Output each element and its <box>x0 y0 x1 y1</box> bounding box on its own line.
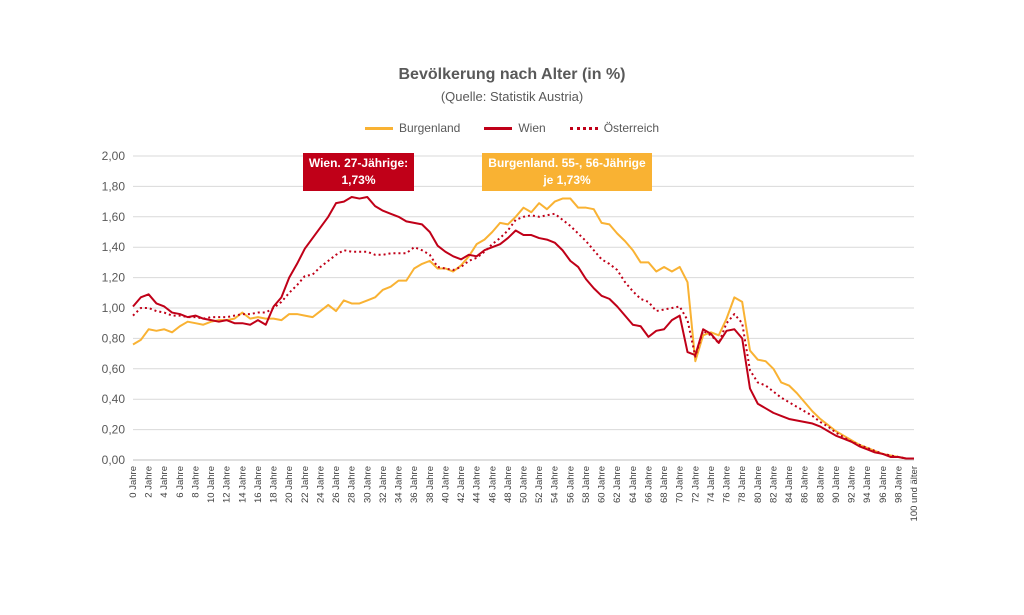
x-tick-label: 76 Jahre <box>722 466 733 503</box>
x-tick-label: 66 Jahre <box>643 466 654 503</box>
y-tick-label: 1,80 <box>102 179 126 193</box>
x-tick-label: 48 Jahre <box>503 466 514 503</box>
x-tick-label: 44 Jahre <box>472 466 483 503</box>
x-tick-label: 40 Jahre <box>440 466 451 503</box>
series-line-oesterreich <box>132 212 914 460</box>
x-tick-label: 58 Jahre <box>581 466 592 503</box>
x-tick-label: 46 Jahre <box>487 466 498 503</box>
x-tick-label: 34 Jahre <box>394 466 405 503</box>
x-tick-label: 10 Jahre <box>206 466 217 503</box>
x-tick-label: 78 Jahre <box>737 466 748 503</box>
x-tick-label: 18 Jahre <box>269 466 280 503</box>
y-tick-label: 1,20 <box>102 271 126 285</box>
x-tick-label: 80 Jahre <box>753 466 764 503</box>
legend-label-oesterreich: Österreich <box>603 121 660 135</box>
x-tick-label: 50 Jahre <box>519 466 530 503</box>
x-tick-label: 68 Jahre <box>659 466 670 503</box>
y-tick-label: 0,60 <box>102 362 126 376</box>
legend-label-burgenland: Burgenland <box>398 121 461 135</box>
x-tick-label: 6 Jahre <box>175 466 186 498</box>
annotation-burgenland-line1: Burgenland. 55-, 56-Jährige <box>488 156 646 170</box>
x-tick-label: 100 und älter <box>909 466 920 521</box>
x-tick-label: 90 Jahre <box>831 466 842 503</box>
x-tick-label: 94 Jahre <box>862 466 873 503</box>
x-tick-label: 32 Jahre <box>378 466 389 503</box>
grid-lines <box>133 155 914 461</box>
x-tick-label: 20 Jahre <box>284 466 295 503</box>
y-tick-label: 0,80 <box>102 331 126 345</box>
x-tick-label: 12 Jahre <box>222 466 233 503</box>
x-tick-label: 52 Jahre <box>534 466 545 503</box>
legend-swatch-burgenland <box>364 126 393 130</box>
legend-swatch-oesterreich <box>569 126 598 130</box>
legend-item-wien: Wien <box>484 121 546 135</box>
x-tick-label: 84 Jahre <box>784 466 795 503</box>
x-tick-label: 36 Jahre <box>409 466 420 503</box>
x-tick-label: 88 Jahre <box>815 466 826 503</box>
x-tick-label: 4 Jahre <box>159 466 170 498</box>
y-tick-label: 0,00 <box>102 453 126 467</box>
series-line-burgenland <box>132 197 914 460</box>
annotation-wien: Wien. 27-Jährige: 1,73% <box>303 153 414 191</box>
y-tick-label: 1,00 <box>102 301 126 315</box>
annotation-wien-line2: 1,73% <box>341 173 376 187</box>
legend-item-oesterreich: Österreich <box>569 121 660 135</box>
y-tick-label: 0,20 <box>102 423 126 437</box>
x-tick-label: 74 Jahre <box>706 466 717 503</box>
x-tick-label: 24 Jahre <box>315 466 326 503</box>
y-tick-label: 1,40 <box>102 240 126 254</box>
x-tick-label: 54 Jahre <box>550 466 561 503</box>
x-tick-label: 96 Jahre <box>878 466 889 503</box>
legend-item-burgenland: Burgenland <box>364 121 461 135</box>
annotation-burgenland: Burgenland. 55-, 56-Jährige je 1,73% <box>482 153 652 191</box>
chart-subtitle: (Quelle: Statistik Austria) <box>440 89 584 104</box>
x-tick-label: 62 Jahre <box>612 466 623 503</box>
annotation-burgenland-line2: je 1,73% <box>543 173 591 187</box>
chart-legend: Burgenland Wien Österreich <box>0 118 1024 138</box>
x-tick-label: 86 Jahre <box>800 466 811 503</box>
x-tick-label: 8 Jahre <box>190 466 201 498</box>
x-tick-label: 0 Jahre <box>128 466 139 498</box>
chart-title: Bevölkerung nach Alter (in %) <box>398 66 626 83</box>
y-tick-label: 0,40 <box>102 392 126 406</box>
x-tick-label: 56 Jahre <box>565 466 576 503</box>
x-tick-label: 26 Jahre <box>331 466 342 503</box>
annotation-wien-line1: Wien. 27-Jährige: <box>308 156 409 170</box>
x-tick-label: 22 Jahre <box>300 466 311 503</box>
y-tick-label: 1,60 <box>102 210 126 224</box>
x-tick-label: 82 Jahre <box>768 466 779 503</box>
x-tick-label: 98 Jahre <box>893 466 904 503</box>
x-tick-label: 2 Jahre <box>144 466 155 498</box>
x-tick-label: 42 Jahre <box>456 466 467 503</box>
x-tick-label: 70 Jahre <box>675 466 686 503</box>
x-tick-label: 60 Jahre <box>597 466 608 503</box>
legend-label-wien: Wien <box>518 121 546 135</box>
x-tick-label: 72 Jahre <box>690 466 701 503</box>
legend-swatch-wien <box>484 126 513 130</box>
data-series <box>132 196 914 460</box>
y-tick-label: 2,00 <box>102 149 126 163</box>
x-tick-label: 38 Jahre <box>425 466 436 503</box>
x-tick-label: 14 Jahre <box>237 466 248 503</box>
x-tick-label: 64 Jahre <box>628 466 639 503</box>
x-tick-label: 92 Jahre <box>847 466 858 503</box>
x-tick-label: 28 Jahre <box>347 466 358 503</box>
x-tick-label: 16 Jahre <box>253 466 264 503</box>
series-line-wien <box>132 196 914 460</box>
y-axis-tick-labels: 0,00 0,20 0,40 0,60 0,80 1,00 1,20 1,40 1,60 1,80… <box>102 149 126 467</box>
x-axis-tick-labels: 0 Jahre 2 Jahre 4 Jahre 6 Jahre 8 Jahre 10 Ja… <box>128 466 920 521</box>
x-tick-label: 30 Jahre <box>362 466 373 503</box>
